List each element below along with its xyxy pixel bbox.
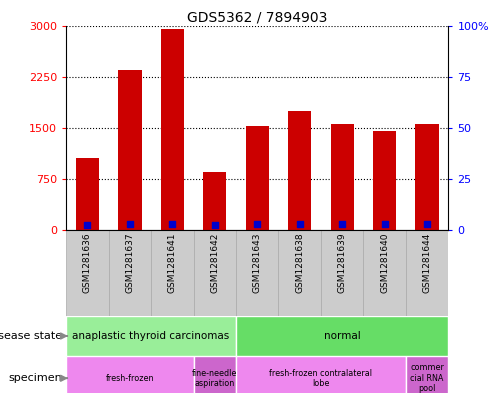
Bar xyxy=(236,356,406,393)
Bar xyxy=(416,124,439,230)
Text: fresh-frozen contralateral
lobe: fresh-frozen contralateral lobe xyxy=(270,369,372,388)
Text: GSM1281636: GSM1281636 xyxy=(83,233,92,293)
Text: GSM1281638: GSM1281638 xyxy=(295,233,304,293)
Text: GSM1281637: GSM1281637 xyxy=(125,233,134,293)
Text: GSM1281640: GSM1281640 xyxy=(380,233,389,293)
Bar xyxy=(236,316,448,356)
Text: GSM1281639: GSM1281639 xyxy=(338,233,347,293)
Bar xyxy=(406,356,448,393)
Bar xyxy=(66,230,109,316)
Point xyxy=(296,221,304,227)
Bar xyxy=(75,158,99,230)
Text: GSM1281642: GSM1281642 xyxy=(210,233,220,293)
Text: fine-needle
aspiration: fine-needle aspiration xyxy=(192,369,238,388)
Point xyxy=(169,221,176,227)
Point xyxy=(423,221,431,228)
Text: anaplastic thyroid carcinomas: anaplastic thyroid carcinomas xyxy=(73,331,230,341)
Point xyxy=(338,221,346,228)
Point xyxy=(83,222,91,228)
Bar xyxy=(364,230,406,316)
Bar xyxy=(288,111,312,230)
Bar xyxy=(194,230,236,316)
Text: GSM1281643: GSM1281643 xyxy=(253,233,262,293)
Text: normal: normal xyxy=(324,331,361,341)
Bar xyxy=(161,29,184,230)
Bar xyxy=(373,131,396,230)
Bar xyxy=(330,124,354,230)
Bar xyxy=(406,230,448,316)
Text: commer
cial RNA
pool: commer cial RNA pool xyxy=(410,364,444,393)
Bar xyxy=(66,316,236,356)
Bar xyxy=(321,230,364,316)
Point xyxy=(253,221,261,228)
Bar xyxy=(278,230,321,316)
Bar xyxy=(203,172,226,230)
Bar xyxy=(245,127,269,230)
Bar xyxy=(236,230,278,316)
Text: specimen: specimen xyxy=(9,373,62,383)
Point xyxy=(381,221,389,228)
Title: GDS5362 / 7894903: GDS5362 / 7894903 xyxy=(187,10,327,24)
Text: disease state: disease state xyxy=(0,331,62,341)
Bar xyxy=(151,230,194,316)
Bar xyxy=(66,356,194,393)
Text: GSM1281641: GSM1281641 xyxy=(168,233,177,293)
Bar xyxy=(118,70,142,230)
Point xyxy=(211,222,219,228)
Text: GSM1281644: GSM1281644 xyxy=(422,233,432,293)
Bar xyxy=(194,356,236,393)
Text: fresh-frozen: fresh-frozen xyxy=(106,374,154,383)
Point xyxy=(126,221,134,227)
Bar xyxy=(109,230,151,316)
